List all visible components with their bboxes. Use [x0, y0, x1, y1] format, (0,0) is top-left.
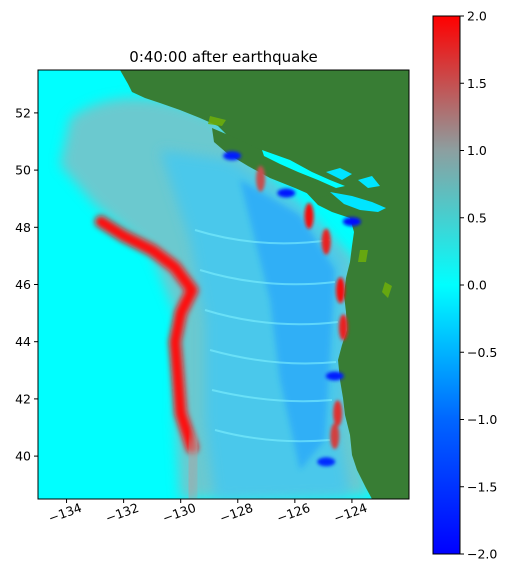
plot-area — [38, 70, 409, 499]
colorbar-tick-label: −1.0 — [467, 412, 497, 427]
colorbar-gradient — [432, 15, 461, 555]
y-tick-label: 50 — [15, 163, 31, 178]
x-tick-label: −134 — [46, 500, 83, 526]
wave-front — [94, 215, 199, 454]
colorbar: −2.0 −1.5 −1.0 −0.5 0.0 0.5 1.0 1.5 2.0 — [432, 9, 497, 562]
y-tick-label: 48 — [15, 220, 31, 235]
colorbar-tick-label: 2.0 — [467, 9, 487, 24]
colorbar-tick-label: 0.0 — [467, 278, 487, 293]
land — [120, 70, 409, 499]
inland-water-3 — [358, 176, 380, 188]
colorbar-tick-label: −2.0 — [467, 547, 497, 562]
colorbar-tick-label: −1.5 — [467, 479, 497, 494]
y-tick-label: 42 — [15, 391, 31, 406]
y-tick-label: 44 — [15, 334, 31, 349]
coast-peak-mark — [338, 314, 348, 341]
coast-peak-mark — [256, 165, 266, 192]
y-tick-label: 46 — [15, 277, 31, 292]
chart-title: 0:40:00 after earthquake — [129, 48, 317, 66]
coast-trough-mark — [277, 188, 296, 198]
x-tick-label: −128 — [218, 500, 255, 526]
y-axis: 40 42 44 46 48 50 52 — [15, 105, 38, 464]
x-tick-label: −126 — [275, 500, 312, 526]
y-tick-label: 40 — [15, 449, 31, 464]
x-tick-label: −130 — [160, 500, 197, 526]
coast-peak-mark — [333, 400, 343, 427]
inland-water — [330, 192, 386, 212]
wave-front-tail — [185, 435, 201, 499]
wave-field — [60, 98, 370, 499]
coast-trough-mark — [223, 151, 242, 161]
x-axis: −134 −132 −130 −128 −126 −124 — [46, 499, 369, 526]
coast-peak-mark — [330, 423, 340, 450]
wave-ripples — [194, 229, 339, 443]
coast-trough-mark — [325, 371, 344, 381]
inland-water-2 — [326, 168, 352, 180]
strait-water — [262, 150, 345, 188]
colorbar-tick-label: 1.0 — [467, 143, 487, 158]
colorbar-tick-label: 1.5 — [467, 76, 487, 91]
colorbar-tick-label: −0.5 — [467, 345, 497, 360]
x-tick-label: −124 — [332, 500, 369, 526]
coast-peak-mark — [321, 228, 331, 255]
coast-trough-mark — [317, 457, 336, 467]
coast-trough-mark — [342, 217, 361, 227]
x-tick-label: −132 — [103, 500, 140, 526]
y-tick-label: 52 — [15, 105, 31, 120]
colorbar-ticks: −2.0 −1.5 −1.0 −0.5 0.0 0.5 1.0 1.5 2.0 — [460, 9, 497, 562]
land-vancouver-island — [212, 128, 330, 198]
coast-peak-mark — [304, 202, 314, 229]
coast-peak-mark — [336, 277, 345, 304]
coastal-features — [223, 151, 361, 467]
colorbar-tick-label: 0.5 — [467, 210, 487, 225]
